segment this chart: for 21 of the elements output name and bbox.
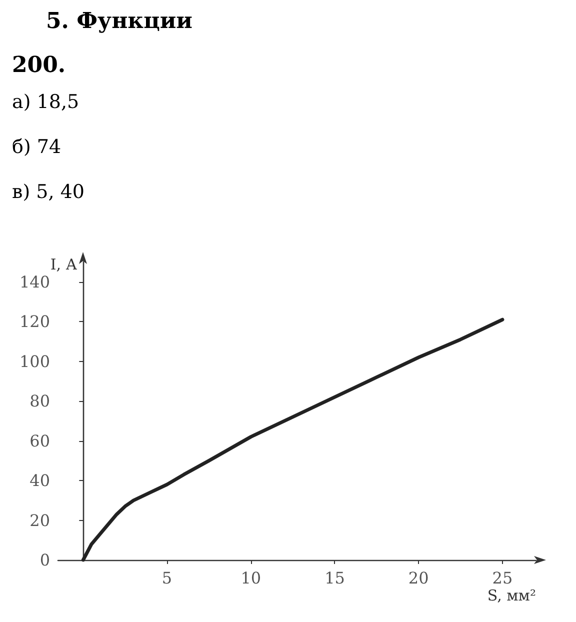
y-tick-label: 120 xyxy=(19,312,50,332)
y-tick-label: 80 xyxy=(30,392,50,411)
x-tick-label: 5 xyxy=(162,568,172,588)
y-tick-label: 20 xyxy=(30,510,50,530)
y-tick-label: 0 xyxy=(40,550,50,570)
y-tick-label: 40 xyxy=(30,471,50,490)
chart-title: 5. Функции xyxy=(46,8,194,36)
text: а) 18,5 xyxy=(12,90,80,115)
y-axis-title: I, А xyxy=(50,256,78,274)
x-tick-label: 15 xyxy=(324,568,345,588)
x-tick-label: 25 xyxy=(492,568,513,588)
text: б) 74 xyxy=(12,135,62,160)
chart-subtitle: 200. xyxy=(12,52,67,80)
x-axis-title: S, мм² xyxy=(487,586,536,604)
x-tick-label: 20 xyxy=(408,568,429,588)
line-series xyxy=(81,318,504,562)
y-tick-label: 60 xyxy=(30,431,50,450)
x-tick-label: 10 xyxy=(240,568,262,588)
y-tick-label: 140 xyxy=(19,272,50,292)
text: в) 5, 40 xyxy=(12,180,86,205)
y-tick-label: 100 xyxy=(19,352,50,371)
